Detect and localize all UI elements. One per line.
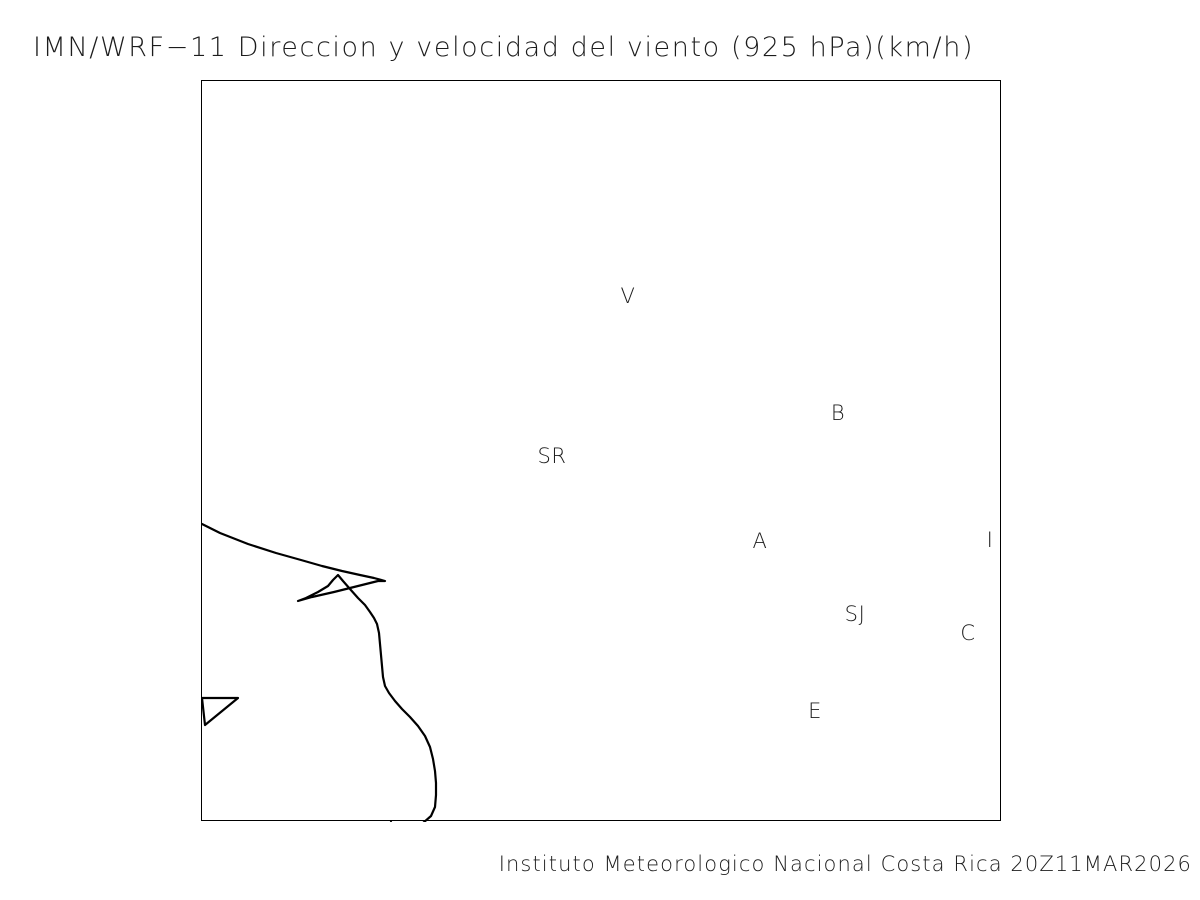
station-b: B: [830, 401, 846, 425]
station-a: A: [752, 529, 768, 553]
coastline-small-peninsula: [202, 696, 240, 727]
page-title: IMN/WRF−11 Direccion y velocidad del vie…: [33, 32, 975, 63]
coastline-pacific-coast-main: [202, 522, 438, 822]
footer-credit: Instituto Meteorologico Nacional Costa R…: [498, 852, 1192, 876]
station-e: E: [808, 699, 822, 723]
station-v: V: [620, 284, 636, 308]
station-sr: SR: [537, 444, 567, 468]
station-i: I: [986, 528, 994, 552]
coastline-group: [202, 522, 438, 822]
station-c: C: [960, 621, 976, 645]
map-panel: [201, 80, 1001, 822]
station-sj: SJ: [844, 602, 866, 626]
coastline-map: [202, 522, 438, 822]
